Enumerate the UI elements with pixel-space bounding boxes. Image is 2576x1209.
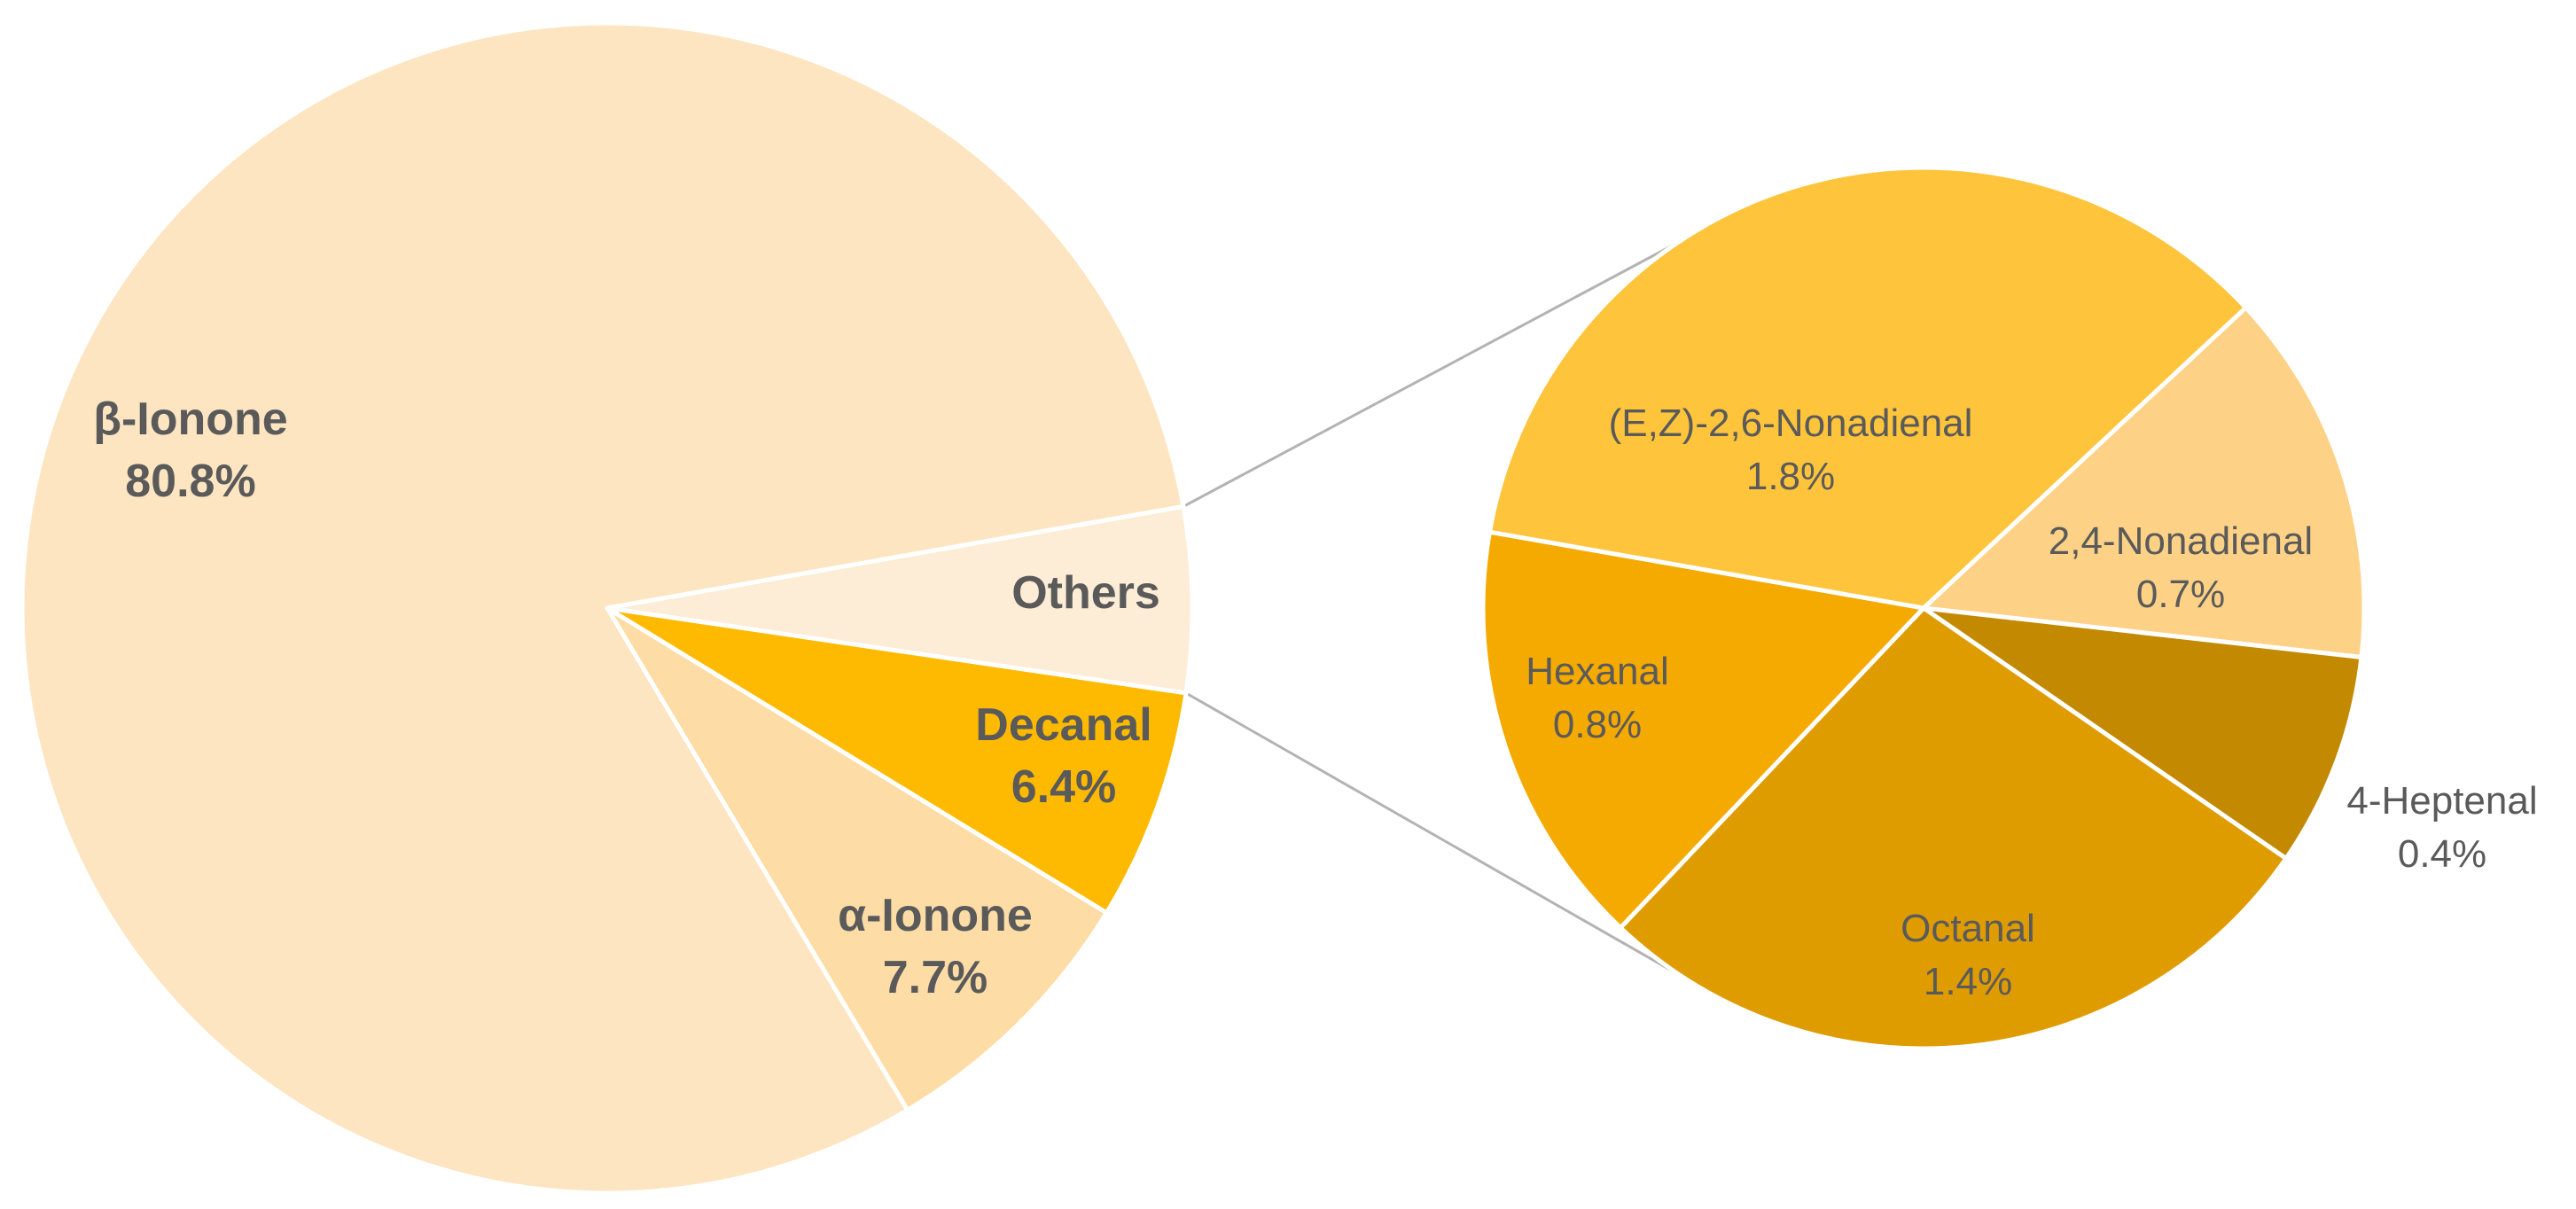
sub-label-value: 0.8% — [1553, 703, 1642, 746]
sub-slice-hexanal — [1480, 529, 1926, 931]
sub-label-e-z-2-6-nonadienal: (E,Z)-2,6-Nonadienal 1.8% — [1609, 402, 1973, 498]
connector-line-bottom — [1185, 691, 1685, 979]
sub-label-name: Octanal — [1901, 907, 2035, 950]
main-label-name: Decanal — [975, 699, 1151, 751]
main-slice-ionone — [20, 20, 1186, 1196]
sub-slice-2-4-nonadienal — [1921, 305, 2367, 660]
sub-label-value: 0.7% — [2136, 573, 2225, 616]
main-pie — [20, 20, 1195, 1196]
main-label-ionone: α-Ionone 7.7% — [838, 890, 1033, 1003]
main-slice-others — [605, 503, 1195, 696]
main-label-value: 7.7% — [883, 952, 988, 1003]
main-slice-decanal — [605, 605, 1189, 916]
connector-line-top — [1183, 241, 1678, 508]
sub-slice-4-heptenal — [1921, 605, 2364, 862]
main-label-value: 6.4% — [1011, 761, 1117, 813]
main-label-decanal: Decanal 6.4% — [975, 699, 1151, 813]
slice-labels: Others Decanal 6.4% α-Ionone 7.7% β-Ionone 80.… — [93, 394, 2537, 1003]
connector-lines — [1183, 241, 1685, 979]
sub-label-4-heptenal: 4-Heptenal 0.4% — [2346, 779, 2537, 876]
sub-label-name: 4-Heptenal — [2346, 779, 2537, 823]
sub-label-name: 2,4-Nonadienal — [2049, 519, 2313, 563]
sub-label-hexanal: Hexanal 0.8% — [1526, 650, 1668, 746]
sub-label-name: (E,Z)-2,6-Nonadienal — [1609, 402, 1973, 445]
main-label-others: Others — [1011, 567, 1160, 619]
main-label-name: α-Ionone — [838, 890, 1033, 941]
sub-slice-e-z-2-6-nonadienal — [1487, 165, 2248, 611]
main-label-value: 80.8% — [125, 456, 255, 507]
sub-label-octanal: Octanal 1.4% — [1901, 907, 2035, 1003]
main-slice-ionone — [605, 605, 1109, 1112]
sub-slice-octanal — [1618, 605, 2289, 1051]
sub-label-value: 0.4% — [2398, 832, 2486, 876]
main-label-ionone: β-Ionone 80.8% — [93, 394, 287, 507]
main-label-name: Others — [1011, 567, 1160, 619]
sub-label-value: 1.4% — [1924, 960, 2012, 1003]
sub-pie — [1480, 165, 2367, 1051]
sub-label-value: 1.8% — [1746, 455, 1835, 498]
main-label-name: β-Ionone — [93, 394, 287, 445]
sub-label-name: Hexanal — [1526, 650, 1668, 693]
sub-label-2-4-nonadienal: 2,4-Nonadienal 0.7% — [2049, 519, 2313, 616]
